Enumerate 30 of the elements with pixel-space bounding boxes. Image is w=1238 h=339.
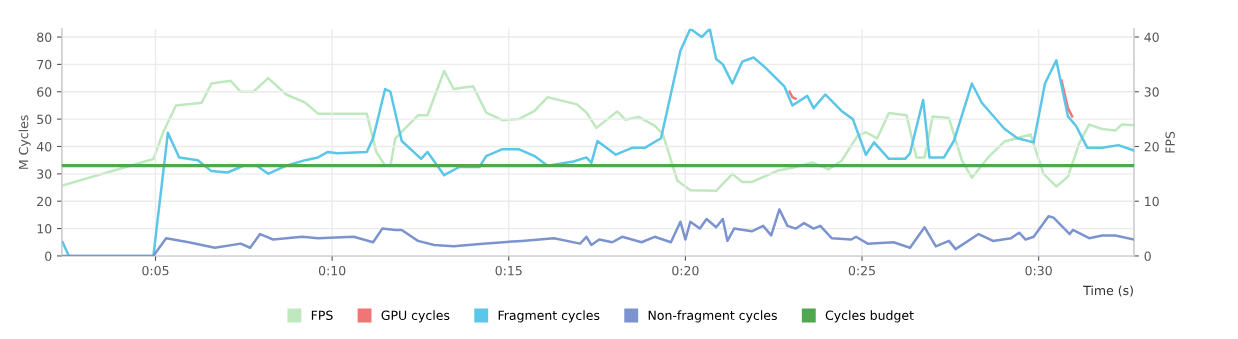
- y-tick-label: 40: [36, 141, 52, 152]
- y-tick-label: 10: [37, 224, 52, 234]
- y2-tick-label: 10: [1145, 196, 1159, 207]
- y-tick-label: 80: [37, 32, 52, 42]
- y-tick-label: 70: [37, 59, 52, 70]
- x-tick-label: 0:15: [495, 265, 522, 276]
- x-tick-label: 0:25: [848, 265, 875, 276]
- legend-label: Non-fragment cycles: [648, 310, 777, 323]
- x-axis-title: Time (s): [1083, 285, 1133, 297]
- y2-tick-label: 30: [1144, 87, 1159, 97]
- legend-label: Cycles budget: [825, 310, 914, 323]
- y2-tick-label: 40: [1144, 32, 1159, 42]
- y-tick-label: 0: [45, 251, 52, 261]
- y-tick-label: 20: [37, 196, 52, 207]
- x-tick-label: 0:05: [142, 265, 169, 276]
- y2-tick-label: 20: [1144, 141, 1159, 152]
- line-series: [61, 69, 1135, 193]
- x-tick-label: 0:10: [318, 265, 346, 276]
- legend-label: GPU cycles: [381, 310, 450, 323]
- x-tick-label: 0:30: [1025, 265, 1052, 276]
- y-axis-title: M Cycles: [18, 115, 31, 169]
- y-tick-label: 60: [37, 87, 52, 97]
- y-tick-label: 50: [37, 114, 52, 125]
- y2-tick-label: 0: [1144, 251, 1151, 261]
- line-series: [61, 28, 1135, 256]
- y2-axis-title: FPS: [1165, 131, 1175, 153]
- legend-label: FPS: [311, 310, 333, 321]
- x-tick-label: 0:20: [672, 265, 699, 276]
- legend-label: Fragment cycles: [498, 310, 600, 323]
- y-tick-label: 30: [37, 169, 52, 179]
